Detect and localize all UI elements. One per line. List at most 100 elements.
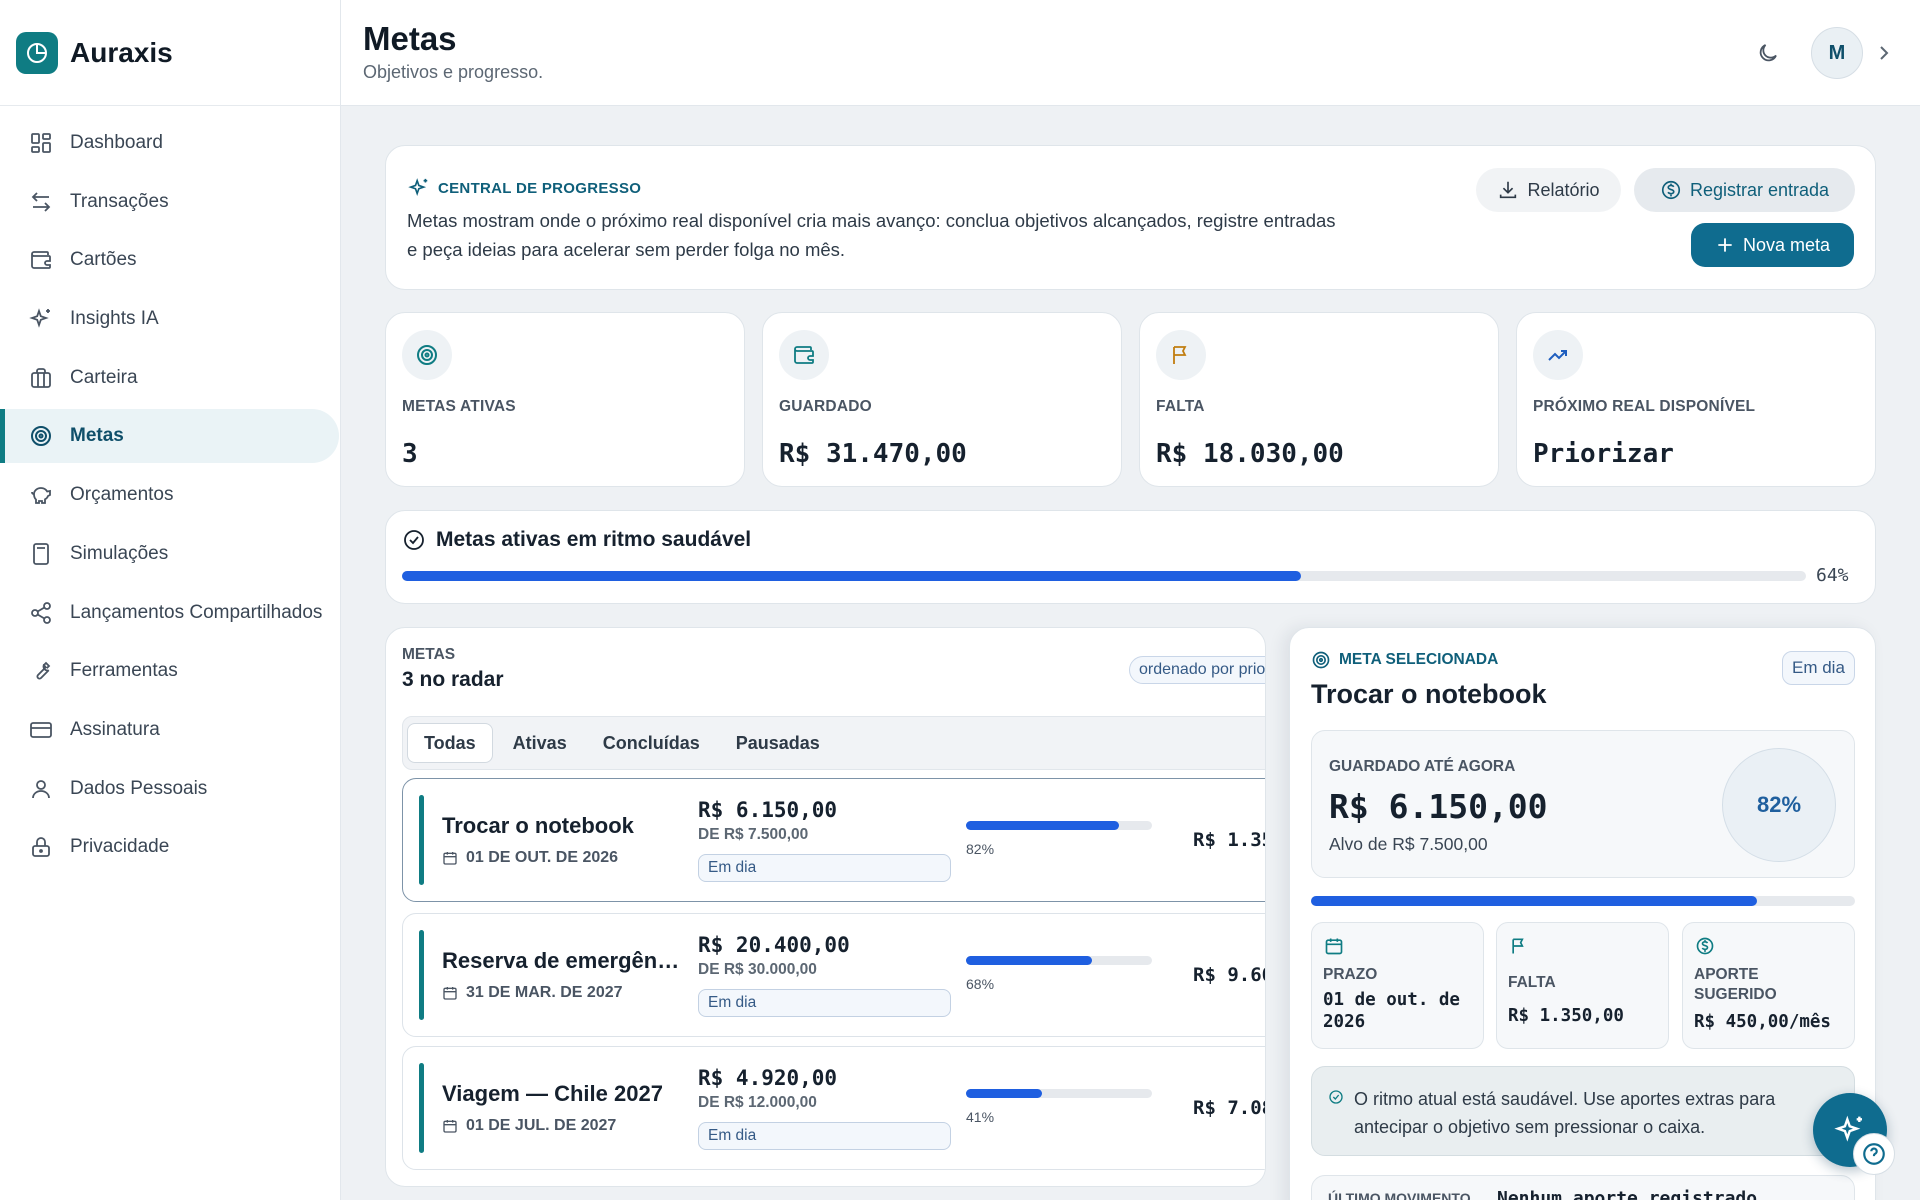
health-title-label: Metas ativas em ritmo saudável [436,528,752,551]
target-icon [402,330,452,380]
goal-name: Reserva de emergência [442,948,682,973]
report-button-label: Relatório [1527,179,1600,200]
piggy-bank-icon [28,482,54,508]
new-goal-button[interactable]: Nova meta [1691,223,1854,267]
last-movement: ÚLTIMO MOVIMENTO Nenhum aporte registrad… [1311,1175,1855,1200]
trending-up-icon [1533,330,1583,380]
sidebar-item-privacy[interactable]: Privacidade [0,820,339,874]
sidebar-item-subscription[interactable]: Assinatura [0,703,339,757]
sparkles-icon [408,178,428,197]
saved-target: Alvo de R$ 7.500,00 [1329,834,1488,854]
goal-accent-bar [419,795,424,885]
register-entry-button[interactable]: Registrar entrada [1634,168,1855,212]
goal-date-label: 01 DE JUL. DE 2027 [466,1117,617,1134]
goal-row[interactable]: Reserva de emergência 31 DE MAR. DE 2027… [402,913,1265,1037]
pace-note-text: O ritmo atual está saudável. Use aportes… [1354,1089,1776,1137]
goal-progress-track [966,821,1152,830]
kpi-value: Priorizar [1533,439,1674,469]
goal-date-label: 01 DE OUT. DE 2026 [466,849,619,866]
selected-goal-progress-track [1311,896,1855,906]
sidebar-item-shared-entries[interactable]: Lançamentos Compartilhados [0,586,339,640]
deadline-label: PRAZO [1323,966,1378,983]
goal-date: 01 DE OUT. DE 2026 [442,849,618,867]
sidebar-item-label: Lançamentos Compartilhados [70,601,323,623]
saved-summary: GUARDADO ATÉ AGORA R$ 6.150,00 Alvo de R… [1311,730,1855,878]
target-icon [1312,651,1330,669]
goals-title: 3 no radar [402,668,504,691]
page-title: Metas [363,20,457,57]
goal-saved: R$ 6.150,00 [698,798,838,822]
sidebar-item-label: Ferramentas [70,660,178,682]
goal-date: 01 DE JUL. DE 2027 [442,1117,616,1135]
plus-icon [1718,238,1732,252]
kpi-label: GUARDADO [779,398,872,415]
kpi-active-goals: METAS ATIVAS 3 [385,312,745,487]
sparkles-icon [1834,1115,1862,1142]
goal-progress-fill [966,956,1093,965]
sidebar-item-insights[interactable]: Insights IA [0,292,339,346]
tab-all[interactable]: Todas [407,723,493,763]
deadline-value: 01 de out. de 2026 [1323,990,1460,1032]
progress-center-eyebrow: CENTRAL DE PROGRESSO [408,177,641,199]
download-icon [1500,181,1517,199]
moon-icon [1759,44,1777,62]
suggested-value: R$ 450,00/mês [1694,1012,1831,1032]
sidebar-item-label: Transações [70,190,169,212]
page-subtitle: Objetivos e progresso. [363,62,544,82]
sidebar-item-label: Metas [70,425,124,447]
goal-accent-bar [419,930,424,1020]
sidebar-item-goals[interactable]: Metas [0,409,339,464]
tab-active[interactable]: Ativas [512,732,567,753]
progress-center-card: CENTRAL DE PROGRESSO Metas mostram onde … [385,145,1876,290]
goal-target: DE R$ 30.000,00 [698,961,817,978]
goal-target: DE R$ 7.500,00 [698,826,809,843]
goals-eyebrow: METAS [402,646,456,663]
eyebrow-label: META SELECIONADA [1339,651,1499,668]
sidebar-item-transactions[interactable]: Transações [0,175,339,229]
goal-row[interactable]: Viagem — Chile 2027 01 DE JUL. DE 2027 R… [402,1046,1265,1170]
goal-progress-track [966,1089,1152,1098]
sidebar-item-label: Dashboard [70,132,163,153]
calendar-icon [443,1120,457,1133]
sidebar-item-simulations[interactable]: Simulações [0,527,339,581]
wallet-icon [28,247,54,273]
health-title: Metas ativas em ritmo saudável [402,528,751,552]
calendar-icon [1323,935,1345,957]
sidebar-item-cards[interactable]: Cartões [0,233,339,287]
lock-icon [28,834,54,860]
sidebar-item-label: Simulações [70,542,169,564]
sidebar-item-dashboard[interactable]: Dashboard [0,116,339,170]
goal-remaining: R$ 9.600,00 [1193,964,1265,986]
tab-completed[interactable]: Concluídas [602,732,700,753]
goal-percent: 41% [966,1109,995,1125]
sidebar-item-personal-data[interactable]: Dados Pessoais [0,762,339,816]
goal-target: DE R$ 12.000,00 [698,1094,817,1111]
sidebar-item-budgets[interactable]: Orçamentos [0,468,339,522]
kpi-next-real: PRÓXIMO REAL DISPONÍVEL Priorizar [1516,312,1876,487]
sidebar-item-label: Carteira [70,366,138,388]
kpi-value: R$ 31.470,00 [779,439,967,469]
report-button[interactable]: Relatório [1476,168,1621,212]
help-button[interactable] [1853,1133,1895,1175]
status-badge: Em dia [1782,651,1855,685]
user-icon [28,776,54,802]
tab-paused[interactable]: Pausadas [735,732,820,753]
theme-toggle-button[interactable] [1753,38,1783,68]
wallet-icon [779,330,829,380]
sparkles-icon [28,306,54,332]
register-entry-label: Registrar entrada [1689,179,1830,200]
pace-note: O ritmo atual está saudável. Use aportes… [1311,1066,1855,1156]
chevron-right-icon[interactable] [1876,43,1892,63]
sidebar-item-tools[interactable]: Ferramentas [0,644,339,698]
sidebar: Auraxis Dashboard Transações Cartões Ins… [0,0,341,1200]
goal-row[interactable]: Trocar o notebook 01 DE OUT. DE 2026 R$ … [402,778,1265,902]
selected-goal-eyebrow: META SELECIONADA [1311,650,1498,670]
sort-badge: ordenado por prioridade [1129,656,1265,684]
auraxis-logo-icon [16,31,58,74]
avatar[interactable]: M [1811,27,1863,79]
goal-remaining: R$ 7.080,00 [1193,1097,1265,1119]
wrench-icon [28,658,54,684]
brand[interactable]: Auraxis [0,0,340,106]
sidebar-item-label: Assinatura [70,718,160,740]
sidebar-item-portfolio[interactable]: Carteira [0,351,339,405]
